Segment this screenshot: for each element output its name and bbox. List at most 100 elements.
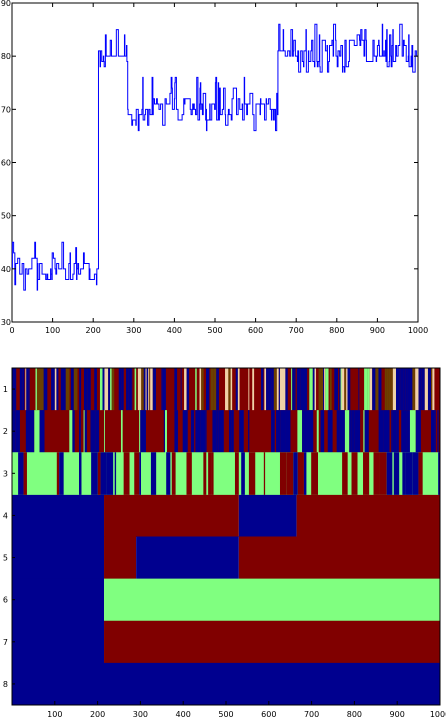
heatmap-cell-row-2 <box>72 410 75 453</box>
heatmap-cell-row-2 <box>307 410 314 453</box>
heatmap-cell-row-2 <box>406 410 410 453</box>
heatmap-cell-row-1 <box>312 368 315 411</box>
heatmap-cell-row-3 <box>23 452 27 495</box>
heatmap-cell-row-1 <box>358 368 360 411</box>
heatmap-cell-row-4 <box>296 494 440 537</box>
heatmap-cell-row-2 <box>344 410 347 453</box>
heatmap-cell-row-1 <box>392 368 396 411</box>
heatmap-cell-row-1 <box>395 368 400 411</box>
row-label: 5 <box>3 554 8 563</box>
heatmap-cell-row-1 <box>419 368 422 411</box>
heatmap-cell-row-3 <box>293 452 298 495</box>
heatmap-cell-row-2 <box>15 410 20 453</box>
heatmap-cell-row-2 <box>104 410 105 453</box>
row-label: 6 <box>3 596 8 605</box>
heatmap-cell-row-2 <box>175 410 178 453</box>
heatmap-cell-row-2 <box>229 410 232 453</box>
heatmap-cell-row-1 <box>407 368 411 411</box>
heatmap-cell-row-2 <box>383 410 390 453</box>
heatmap-cell-row-1 <box>152 368 154 411</box>
heatmap-cell-row-1 <box>304 368 308 411</box>
row-label: 4 <box>3 511 8 520</box>
x-tick-label: 800 <box>329 326 344 335</box>
heatmap-cell-row-1 <box>268 368 272 411</box>
heatmap-cell-row-1 <box>186 368 190 411</box>
heatmap-cell-row-3 <box>241 452 245 495</box>
heatmap-cell-row-3 <box>405 452 413 495</box>
heatmap-cell-row-1 <box>399 368 401 411</box>
heatmap-cell-row-2 <box>280 410 286 453</box>
heatmap-cell-row-2 <box>90 410 95 453</box>
heatmap-cell-row-1 <box>278 368 280 411</box>
x-tick-label: 500 <box>207 326 222 335</box>
heatmap-x-tick-label: 1000 <box>430 710 446 719</box>
row-label: 2 <box>3 427 8 436</box>
plot-frame <box>11 2 419 323</box>
heatmap-cell-row-3 <box>134 452 140 495</box>
heatmap-cell-row-1 <box>86 368 88 411</box>
heatmap-cell-row-1 <box>427 368 432 411</box>
heatmap-cell-row-1 <box>431 368 433 411</box>
heatmap-cell-row-1 <box>323 368 325 411</box>
heatmap-row-2-bg <box>12 410 440 453</box>
heatmap-cell-row-3 <box>203 452 207 495</box>
heatmap-cell-row-2 <box>392 410 397 453</box>
heatmap-cell-row-1 <box>141 368 144 411</box>
heatmap-cell-row-1 <box>339 368 341 411</box>
heatmap-cell-row-4 <box>238 494 297 537</box>
heatmap-cell-row-1 <box>62 368 66 411</box>
x-tick-label: 0 <box>9 326 14 335</box>
heatmap-cell-row-3 <box>386 452 393 495</box>
heatmap-cell-row-2 <box>218 410 224 453</box>
heatmap-cell-row-2 <box>200 410 206 453</box>
heatmap-cell-row-2 <box>271 410 275 453</box>
heatmap-cell-row-2 <box>364 410 369 453</box>
heatmap-cell-row-2 <box>212 410 217 453</box>
heatmap-x-tick-label: 300 <box>133 710 148 719</box>
heatmap-cell-row-1 <box>364 368 368 411</box>
heatmap-cell-row-1 <box>418 368 420 411</box>
heatmap-cell-row-2 <box>248 410 250 453</box>
x-tick-label: 1000 <box>408 326 428 335</box>
heatmap-cell-row-1 <box>184 368 187 411</box>
heatmap-cell-row-1 <box>118 368 122 411</box>
heatmap-cell-row-2 <box>34 410 40 453</box>
heatmap-cell-row-1 <box>414 368 416 411</box>
row-label: 7 <box>3 638 8 647</box>
heatmap-cell-row-1 <box>149 368 151 411</box>
heatmap-cell-row-1 <box>162 368 166 411</box>
heatmap-cell-row-3 <box>59 452 64 495</box>
heatmap-cell-row-2 <box>276 410 281 453</box>
heatmap-cell-row-1 <box>386 368 389 411</box>
heatmap-cell-row-8 <box>12 662 440 706</box>
x-tick-label: 100 <box>45 326 60 335</box>
heatmap-cell-row-1 <box>415 368 419 411</box>
heatmap-cell-row-3 <box>363 452 370 495</box>
heatmap-cell-row-1 <box>153 368 156 411</box>
heatmap-cell-row-3 <box>373 452 380 495</box>
heatmap-cell-row-1 <box>26 368 29 411</box>
heatmap-cell-row-1 <box>36 368 40 411</box>
heatmap-cell-row-1 <box>134 368 137 411</box>
x-tick-label: 400 <box>167 326 182 335</box>
heatmap-cell-row-1 <box>128 368 132 411</box>
heatmap-cell-row-1 <box>309 368 313 411</box>
heatmap-cell-row-2 <box>163 410 165 453</box>
heatmap-cell-row-1 <box>99 368 103 411</box>
heatmap-cell-row-1 <box>319 368 324 411</box>
heatmap-cell-row-2 <box>346 410 350 453</box>
heatmap-cell-row-2 <box>25 410 29 453</box>
heatmap-cell-row-3 <box>342 452 348 495</box>
y-tick-label: 60 <box>1 159 11 168</box>
heatmap-cell-row-5 <box>136 536 239 580</box>
heatmap-x-tick-label: 400 <box>176 710 191 719</box>
heatmap-cell-row-2 <box>409 410 416 453</box>
heatmap-cell-row-1 <box>108 368 111 411</box>
heatmap-cell-row-2 <box>174 410 176 453</box>
heatmap-cell-row-1 <box>206 368 210 411</box>
heatmap-cell-row-2 <box>354 410 361 453</box>
heatmap-cell-row-1 <box>294 368 296 411</box>
heatmap-cell-row-1 <box>25 368 27 411</box>
heatmap-cell-row-2 <box>363 410 365 453</box>
